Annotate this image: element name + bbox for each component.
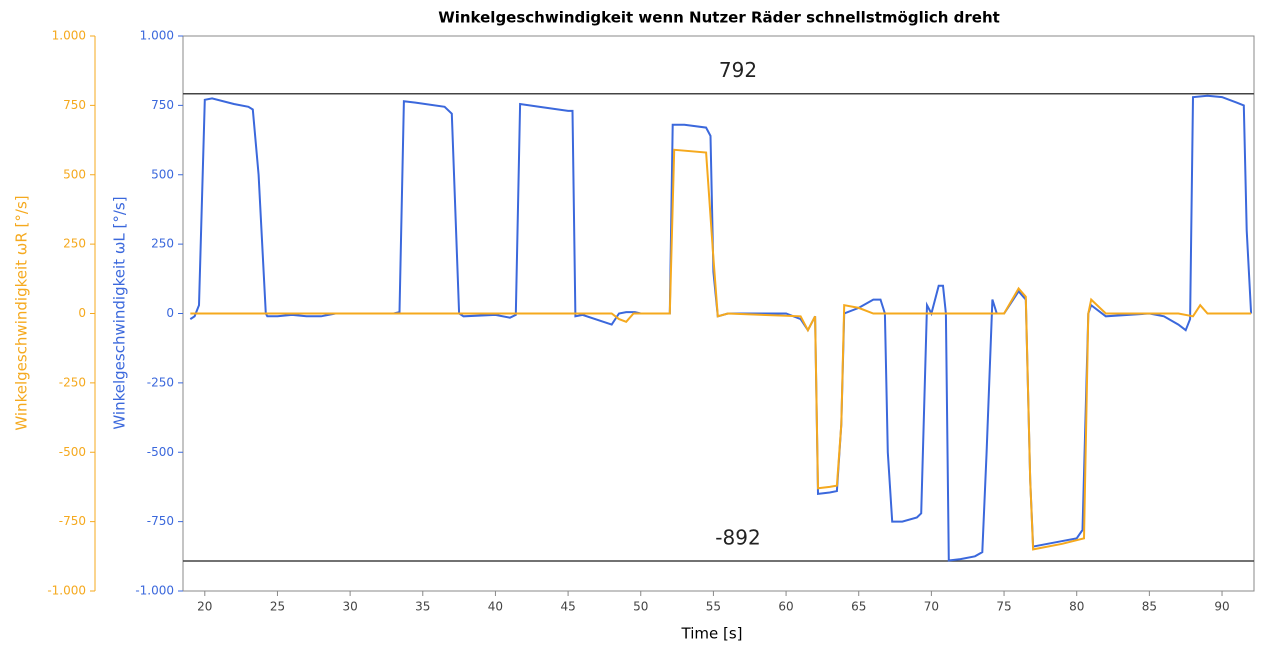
x-tick-label: 40 (488, 600, 503, 614)
yticks-label: -500 (147, 445, 174, 459)
y2ticks-label: -750 (59, 514, 86, 528)
y2ticks-label: 750 (63, 98, 86, 112)
x-tick-label: 30 (342, 600, 357, 614)
x-tick-label: 55 (706, 600, 721, 614)
x-tick-label: 90 (1214, 600, 1229, 614)
x-tick-label: 25 (270, 600, 285, 614)
y2ticks-label: 1.000 (52, 29, 86, 43)
x-tick-label: 80 (1069, 600, 1084, 614)
yticks-label: -1.000 (135, 584, 174, 598)
series-line (190, 148, 1252, 551)
x-tick-label: 50 (633, 600, 648, 614)
x-tick-label: 70 (924, 600, 939, 614)
x-tick-label: 20 (197, 600, 212, 614)
x-axis-label: Time [s] (681, 625, 743, 643)
yticks-label: 750 (151, 98, 174, 112)
x-tick-label: 35 (415, 600, 430, 614)
y2ticks-label: 500 (63, 167, 86, 181)
y-axis-label: Winkelgeschwindigkeit ωL [°/s] (111, 196, 129, 429)
yticks-label: 0 (166, 306, 174, 320)
chart-title: Winkelgeschwindigkeit wenn Nutzer Räder … (438, 9, 1000, 27)
y2-axis-label: Winkelgeschwindigkeit ωR [°/s] (13, 195, 31, 430)
yticks-label: -750 (147, 514, 174, 528)
x-tick-label: 45 (560, 600, 575, 614)
x-tick-label: 60 (778, 600, 793, 614)
x-tick-label: 75 (996, 600, 1011, 614)
x-tick-label: 85 (1142, 600, 1157, 614)
y2ticks-label: -1.000 (47, 584, 86, 598)
x-tick-label: 65 (851, 600, 866, 614)
yticks-label: -250 (147, 375, 174, 389)
reference-label: 792 (719, 58, 757, 82)
yticks-label: 250 (151, 237, 174, 251)
yticks-label: 1.000 (140, 29, 174, 43)
y2ticks-label: 0 (78, 306, 86, 320)
yticks-label: 500 (151, 167, 174, 181)
series-line (189, 94, 1253, 562)
y2ticks-label: 250 (63, 237, 86, 251)
y2ticks-label: -500 (59, 445, 86, 459)
reference-label: -892 (715, 526, 760, 550)
y2ticks-label: -250 (59, 375, 86, 389)
